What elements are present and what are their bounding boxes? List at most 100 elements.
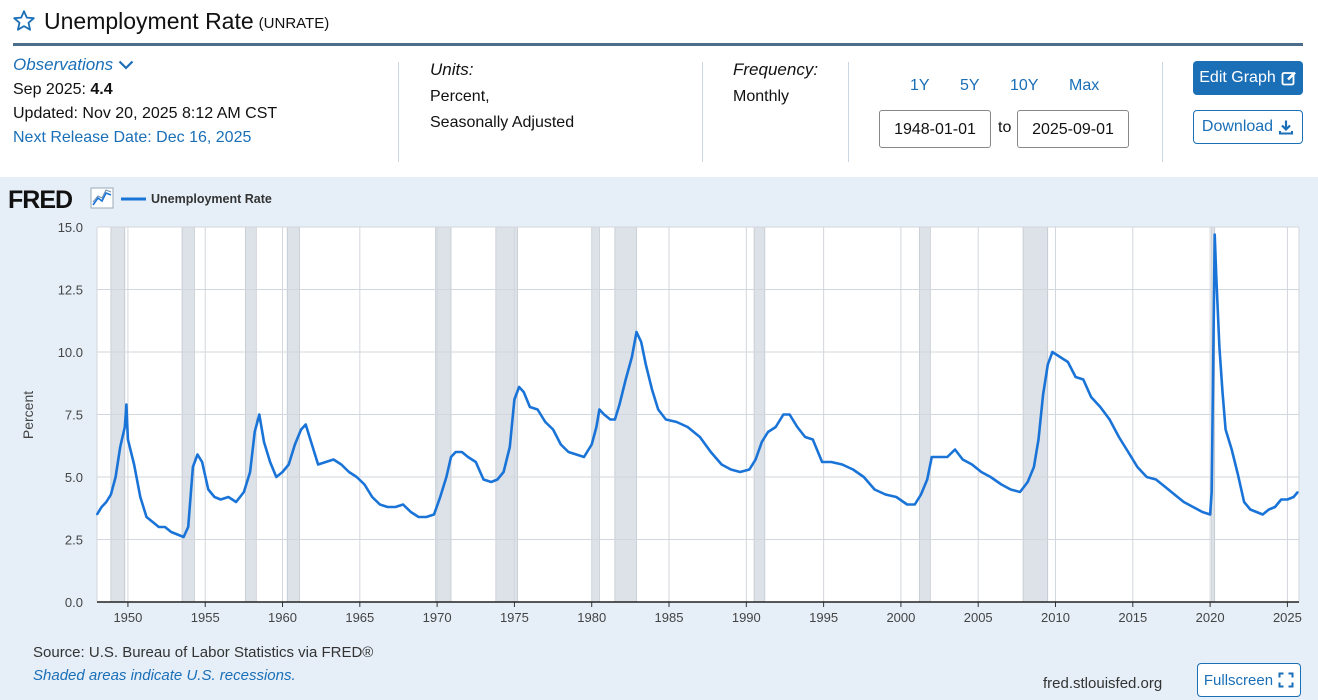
data-point — [1164, 486, 1167, 488]
y-tick-label: 12.5 — [58, 283, 83, 298]
data-point — [253, 431, 256, 433]
data-point — [409, 511, 412, 513]
data-point — [1274, 506, 1276, 508]
latest-value: 4.4 — [90, 81, 113, 98]
start-date-input[interactable]: 1948-01-01 — [879, 110, 991, 148]
data-point — [196, 453, 199, 456]
y-tick-label: 10.0 — [58, 345, 83, 360]
data-point — [402, 503, 405, 506]
data-point — [946, 456, 949, 458]
data-point — [1280, 498, 1283, 501]
data-point — [1213, 233, 1216, 236]
x-tick-label: 2000 — [886, 610, 915, 625]
data-point — [467, 456, 469, 458]
x-tick-label: 1950 — [113, 610, 142, 625]
data-point — [145, 516, 148, 518]
x-tick-label: 2025 — [1273, 610, 1302, 625]
y-tick-label: 7.5 — [65, 408, 83, 423]
column-divider — [702, 62, 703, 162]
data-point — [796, 426, 799, 428]
data-point — [590, 443, 593, 446]
page-title: Unemployment Rate — [44, 7, 254, 34]
x-tick-label: 1955 — [191, 610, 220, 625]
download-button[interactable]: Download — [1193, 110, 1303, 144]
x-tick-label: 1990 — [732, 610, 761, 625]
data-point — [1296, 491, 1299, 493]
data-point — [187, 526, 190, 528]
data-point — [739, 471, 742, 473]
data-point — [454, 451, 457, 453]
data-point — [100, 506, 103, 508]
data-point — [235, 501, 238, 503]
data-point — [119, 446, 122, 448]
data-point — [324, 461, 327, 463]
data-point — [371, 496, 374, 498]
data-point — [123, 426, 126, 428]
fred-logo: FRED — [8, 186, 72, 214]
range-max-button[interactable]: Max — [1069, 77, 1100, 94]
data-point — [125, 403, 128, 406]
data-point — [317, 463, 319, 466]
data-point — [1145, 476, 1148, 478]
data-point — [219, 498, 222, 501]
data-point — [821, 461, 823, 463]
data-point — [1136, 466, 1139, 468]
data-point — [1074, 376, 1077, 378]
data-point — [348, 471, 350, 473]
chart: FRED Unemployment Rate Percent 0.0 2.5 5.0… — [8, 186, 1302, 625]
x-tick-label: 1960 — [268, 610, 297, 625]
data-point — [559, 443, 562, 446]
title-divider — [13, 43, 1303, 46]
data-point — [258, 413, 261, 416]
site-url[interactable]: fred.stlouisfed.org — [1043, 675, 1163, 692]
data-point — [133, 463, 136, 466]
data-point — [433, 513, 435, 516]
fullscreen-button[interactable]: Fullscreen — [1197, 663, 1301, 697]
data-point — [1155, 478, 1157, 481]
data-point — [598, 408, 601, 411]
data-point — [926, 478, 929, 481]
range-1y-button[interactable]: 1Y — [910, 77, 930, 94]
data-point — [980, 471, 983, 473]
data-point — [425, 516, 428, 518]
edit-icon — [1281, 71, 1296, 86]
data-point — [170, 531, 173, 533]
data-point — [1051, 351, 1054, 353]
data-point — [1026, 481, 1029, 483]
observations-label: Observations — [13, 55, 114, 74]
data-point — [151, 521, 154, 523]
end-date-input[interactable]: 2025-09-01 — [1017, 110, 1129, 148]
data-point — [1182, 501, 1185, 503]
data-point — [811, 438, 814, 441]
y-tick-label: 0.0 — [65, 595, 83, 610]
edit-graph-button[interactable]: Edit Graph — [1193, 61, 1303, 95]
star-icon[interactable] — [12, 9, 36, 33]
data-point — [729, 468, 732, 471]
data-point — [191, 466, 194, 468]
data-point — [595, 426, 598, 428]
data-point — [841, 463, 844, 466]
x-tick-label: 1980 — [577, 610, 606, 625]
data-point — [1019, 491, 1021, 493]
data-point — [651, 388, 653, 391]
data-point — [263, 441, 265, 443]
data-point — [631, 356, 633, 358]
data-point — [1037, 438, 1040, 441]
data-point — [508, 446, 511, 448]
data-point — [355, 476, 358, 478]
data-point — [176, 533, 179, 536]
data-point — [862, 476, 865, 478]
data-point — [989, 476, 992, 478]
range-10y-button[interactable]: 10Y — [1010, 77, 1039, 94]
x-tick-label: 1995 — [809, 610, 838, 625]
range-5y-button[interactable]: 5Y — [960, 77, 980, 94]
data-point — [1108, 418, 1111, 421]
units-line-2: Seasonally Adjusted — [430, 114, 575, 131]
next-release-link[interactable]: Next Release Date: Dec 16, 2025 — [13, 129, 252, 146]
data-point — [774, 426, 777, 428]
fred-graph-icon — [90, 187, 114, 209]
observations-dropdown[interactable]: Observations — [13, 55, 277, 75]
series-line-unemployment-rate — [95, 233, 1299, 539]
data-point — [293, 443, 296, 446]
data-point — [1117, 436, 1120, 438]
